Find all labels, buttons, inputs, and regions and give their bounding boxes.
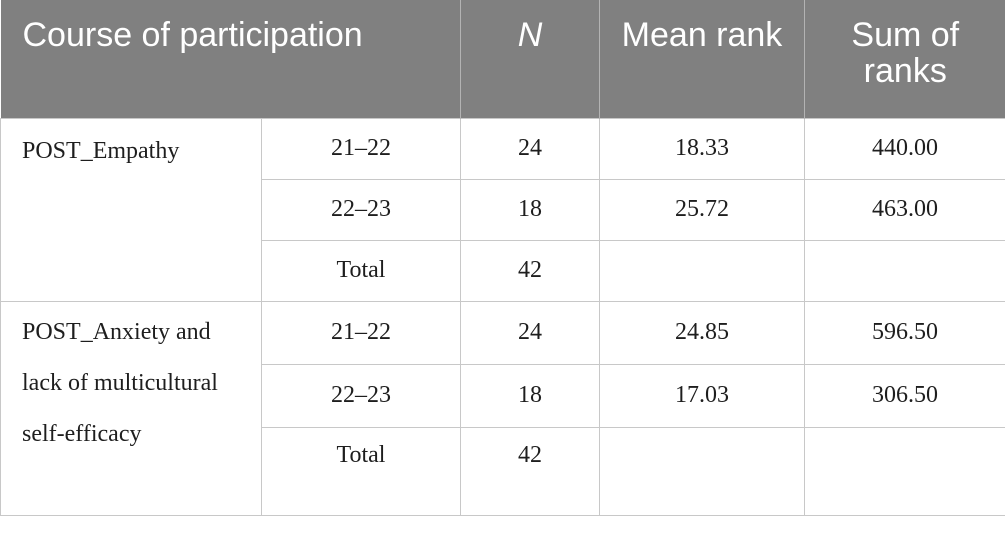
group-label-empathy: POST_Empathy [0,117,262,302]
course-cell: 21–22 [261,117,461,180]
table-row: POST_Empathy 21–22 24 18.33 440.00 [0,117,1005,302]
mean-rank-cell: 24.85 [599,300,805,365]
mean-rank-cell [599,426,805,516]
mean-rank-cell: 18.33 [599,117,805,180]
sum-of-ranks-cell: 463.00 [804,178,1005,241]
sum-of-ranks-cell: 306.50 [804,363,1005,428]
mean-rank-cell: 17.03 [599,363,805,428]
header-course-of-participation: Course of participation [0,0,461,118]
course-cell: 21–22 [261,300,461,365]
header-row: Course of participation N Mean rank Sum … [0,0,1005,118]
table-row: POST_Anxiety and lack of multicultural s… [0,300,1005,516]
sum-of-ranks-cell [804,239,1005,302]
n-cell: 24 [460,300,600,365]
table-row: 22–23 18 17.03 306.50 [1,363,1005,428]
mean-rank-table: Course of participation N Mean rank Sum … [0,0,1005,516]
mean-rank-cell: 25.72 [599,178,805,241]
course-cell: 22–23 [261,363,461,428]
table-row: Total 42 [1,239,1005,302]
header-mean-rank: Mean rank [599,0,805,118]
header-sum-of-ranks: Sum of ranks [804,0,1005,118]
course-cell: Total [261,239,461,302]
course-cell: 22–23 [261,178,461,241]
n-cell: 42 [460,426,600,516]
mean-rank-cell [599,239,805,302]
n-cell: 42 [460,239,600,302]
course-cell: Total [261,426,461,516]
n-cell: 24 [460,117,600,180]
table-row: Total 42 [1,426,1005,516]
sum-of-ranks-cell: 596.50 [804,300,1005,365]
n-cell: 18 [460,363,600,428]
n-cell: 18 [460,178,600,241]
header-n: N [460,0,600,118]
sum-of-ranks-cell: 440.00 [804,117,1005,180]
group-label-anxiety: POST_Anxiety and lack of multicultural s… [0,300,262,516]
sum-of-ranks-cell [804,426,1005,516]
